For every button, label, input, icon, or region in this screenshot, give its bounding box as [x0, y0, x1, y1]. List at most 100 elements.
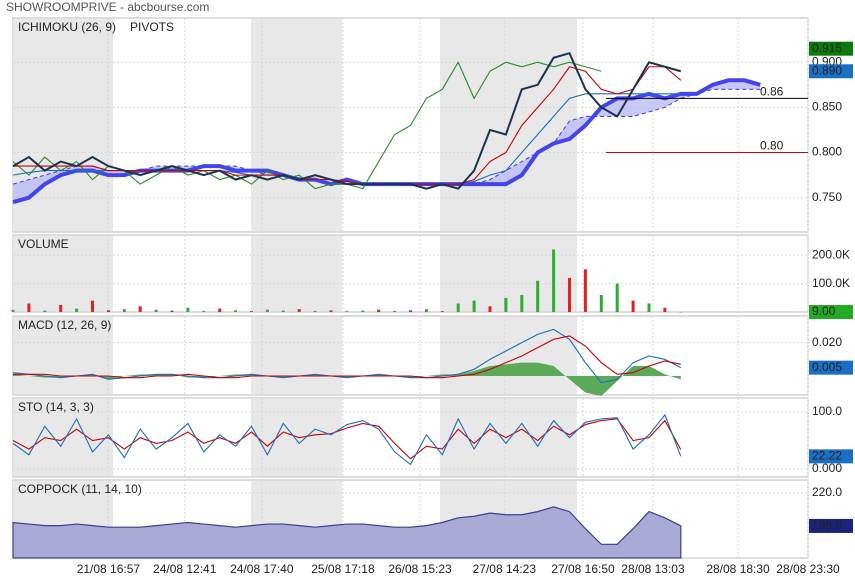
line [12, 413, 682, 466]
bar [377, 309, 381, 312]
bar [75, 308, 79, 312]
bar [504, 297, 508, 312]
value-box-label: 9.00 [812, 304, 836, 318]
bar [297, 309, 301, 312]
line [13, 335, 681, 379]
value-box-label: 0.005 [812, 360, 842, 374]
value-box-label: 0.890 [812, 63, 842, 77]
session-band [440, 317, 577, 394]
session-band [13, 236, 113, 311]
bar [170, 310, 174, 312]
bar [568, 277, 571, 312]
session-band [13, 317, 113, 394]
bar [440, 311, 444, 312]
bar [409, 310, 412, 312]
value-box-label: 198.8 [812, 518, 842, 532]
bar [329, 310, 333, 312]
session-band [440, 399, 577, 476]
y-tick-label: 0.000 [812, 461, 842, 475]
bar [154, 309, 158, 312]
bar [456, 303, 460, 312]
pivot-label: 0.80 [760, 139, 784, 153]
line [12, 418, 682, 460]
panel-title: STO (14, 3, 3) [18, 400, 94, 414]
session-band [251, 236, 342, 311]
bar [615, 283, 619, 312]
area [12, 506, 682, 559]
y-tick-label: 0.800 [812, 145, 842, 159]
bar [599, 294, 603, 312]
bar [138, 306, 142, 312]
bar [631, 300, 635, 312]
bar [552, 249, 556, 312]
value-box [809, 518, 853, 533]
bar [472, 300, 476, 312]
pivot-label: 0.86 [760, 85, 784, 99]
bar [679, 311, 683, 313]
y-tick-label: 100.0K [812, 276, 850, 290]
bar [663, 307, 667, 312]
bar [43, 310, 47, 312]
value-box [809, 304, 853, 319]
x-tick-label: 28/08 13:03 [621, 562, 685, 576]
panel-subtitle: PIVOTS [130, 20, 174, 34]
value-box [809, 360, 853, 375]
y-tick-label: 0.750 [812, 190, 842, 204]
bar [186, 307, 190, 312]
bar [91, 300, 94, 312]
bar [11, 309, 15, 312]
panel-title: COPPOCK (11, 14, 10) [18, 482, 142, 496]
bar [59, 304, 63, 312]
bar [393, 310, 397, 312]
y-tick-label: 100.0 [812, 404, 842, 418]
x-tick-label: 24/08 17:40 [230, 562, 294, 576]
x-tick-label: 26/08 15:23 [388, 562, 452, 576]
x-tick-label: 25/08 17:18 [311, 562, 375, 576]
bar [536, 280, 540, 312]
session-band [251, 399, 342, 476]
y-tick-label: 220.0 [812, 485, 842, 499]
area [13, 362, 681, 396]
x-tick-label: 28/08 23:30 [776, 562, 840, 576]
line [12, 52, 682, 190]
bar [313, 310, 317, 312]
bar [106, 310, 110, 312]
x-tick-label: 21/08 16:57 [77, 562, 141, 576]
x-tick-label: 27/08 16:50 [551, 562, 615, 576]
bar [647, 303, 651, 312]
bar [27, 303, 31, 312]
panel-title: VOLUME [18, 237, 69, 251]
bar [361, 310, 365, 312]
bar [520, 294, 524, 312]
y-tick-label: 0.850 [812, 100, 842, 114]
x-tick-label: 28/08 18:30 [706, 562, 770, 576]
bar [265, 309, 269, 312]
bar [218, 308, 222, 312]
page-title: SHOWROOMPRIVE - abcbourse.com [6, 0, 209, 14]
bar [488, 306, 492, 312]
bar [250, 311, 253, 312]
value-box-label: 22.22 [812, 449, 842, 463]
bar [122, 309, 126, 312]
value-box [809, 64, 853, 79]
bar [202, 310, 206, 312]
bar [424, 309, 428, 312]
session-band [440, 236, 577, 311]
bar [281, 310, 285, 312]
value-box [809, 41, 853, 56]
x-tick-label: 24/08 12:41 [153, 562, 217, 576]
y-tick-label: 200.0K [812, 247, 850, 261]
session-band [251, 317, 342, 394]
session-band [251, 19, 342, 231]
bar [345, 311, 349, 312]
y-tick-label: 0.020 [812, 335, 842, 349]
bar [583, 269, 587, 312]
x-tick-label: 27/08 14:23 [473, 562, 537, 576]
panel-frame [12, 315, 809, 396]
panel-title: ICHIMOKU (26, 9) [18, 20, 116, 34]
bar [234, 310, 238, 312]
value-box [809, 449, 853, 464]
panel-frame [12, 234, 809, 313]
panel-title: MACD (12, 26, 9) [18, 318, 111, 332]
